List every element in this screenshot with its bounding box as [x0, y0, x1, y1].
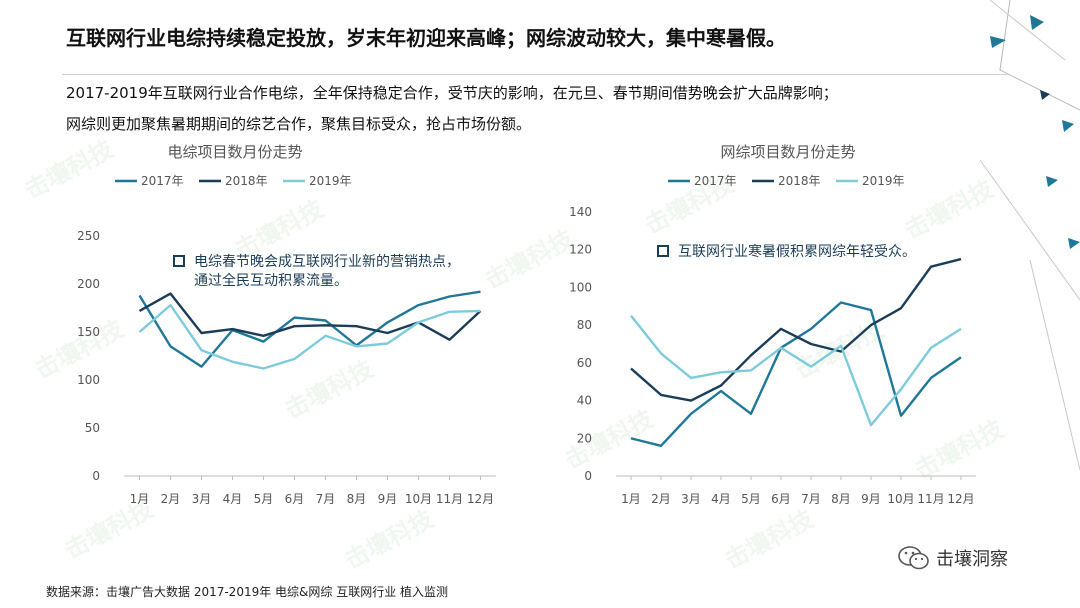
y-tick-label: 100 — [569, 280, 592, 294]
body-text-line-2: 网综则更加聚焦暑期期间的综艺合作，聚焦目标受众，抢占市场份额。 — [66, 115, 532, 133]
x-tick-label: 6月 — [285, 492, 305, 506]
y-tick-label: 140 — [569, 205, 592, 219]
x-tick-label: 8月 — [831, 492, 851, 506]
legend-label-2017: 2017年 — [694, 174, 737, 188]
x-tick-label: 10月 — [405, 492, 432, 506]
x-tick-label: 3月 — [681, 492, 701, 506]
y-tick-label: 50 — [85, 421, 100, 435]
y-tick-label: 80 — [577, 318, 592, 332]
series-line-2017 — [138, 290, 481, 368]
y-tick-label: 0 — [584, 469, 592, 483]
x-tick-label: 7月 — [316, 492, 336, 506]
x-tick-label: 2月 — [161, 492, 181, 506]
divider — [62, 74, 1007, 75]
series-line-2018 — [630, 257, 962, 402]
y-tick-label: 150 — [77, 325, 100, 339]
y-tick-label: 120 — [569, 243, 592, 257]
legend-label-2018: 2018年 — [778, 174, 821, 188]
chart-tv-variety-monthly: 电综项目数月份走势 2017年 2018年 2019年 0 50 100 150 200 250 1… — [77, 143, 496, 506]
annotation-text: 电综春节晚会成互联网行业新的营销热点， — [194, 254, 460, 270]
x-tick-label: 9月 — [378, 492, 398, 506]
x-tick-label: 1月 — [621, 492, 641, 506]
y-tick-label: 0 — [92, 469, 100, 483]
annotation-text: 通过全民互动积累流量。 — [194, 272, 348, 289]
x-tick-label: 11月 — [436, 492, 463, 506]
legend-label-2019: 2019年 — [862, 174, 905, 188]
x-tick-label: 6月 — [771, 492, 791, 506]
annotation-marker — [657, 245, 669, 257]
x-tick-label: 4月 — [223, 492, 243, 506]
x-tick-label: 12月 — [467, 492, 494, 506]
y-tick-label: 60 — [577, 356, 592, 370]
x-tick-label: 2月 — [651, 492, 671, 506]
legend-label-2017: 2017年 — [141, 174, 184, 188]
x-tick-label: 5月 — [254, 492, 274, 506]
x-tick-label: 4月 — [711, 492, 731, 506]
series-line-2018 — [138, 292, 482, 341]
x-tick-label: 3月 — [192, 492, 212, 506]
wechat-account: 击壤洞察 — [898, 545, 1008, 571]
wechat-account-label: 击壤洞察 — [936, 549, 1008, 570]
annotation-marker — [173, 255, 185, 267]
x-tick-label: 9月 — [861, 492, 881, 506]
y-tick-label: 200 — [77, 277, 100, 291]
legend-label-2019: 2019年 — [309, 174, 352, 188]
x-tick-label: 12月 — [947, 492, 974, 506]
x-tick-label: 5月 — [741, 492, 761, 506]
series-line-2017 — [630, 301, 962, 447]
chart-title: 网综项目数月份走势 — [720, 143, 855, 161]
legend-label-2018: 2018年 — [225, 174, 268, 188]
wechat-icon — [898, 546, 929, 570]
x-tick-label: 7月 — [801, 492, 821, 506]
headline: 互联网行业电综持续稳定投放，岁末年初迎来高峰；网综波动较大，集中寒暑假。 — [66, 26, 786, 50]
y-tick-label: 20 — [577, 431, 592, 445]
y-tick-label: 100 — [77, 373, 100, 387]
chart-web-variety-monthly: 网综项目数月份走势 2017年 2018年 2019年 0 20 40 60 80 100 120 1… — [569, 143, 976, 506]
x-tick-label: 11月 — [917, 492, 944, 506]
y-tick-label: 250 — [77, 229, 100, 243]
series-line-2019 — [138, 303, 481, 370]
series-line-2019 — [630, 314, 962, 427]
x-tick-label: 1月 — [130, 492, 150, 506]
body-text-line-1: 2017-2019年互联网行业合作电综，全年保持稳定合作，受节庆的影响，在元旦、… — [66, 84, 838, 102]
x-tick-label: 10月 — [887, 492, 914, 506]
annotation-text: 互联网行业寒暑假积累网综年轻受众。 — [678, 243, 916, 260]
data-source-note: 数据来源：击壤广告大数据 2017-2019年 电综&网综 互联网行业 植入监测 — [46, 585, 449, 599]
y-tick-label: 40 — [577, 394, 592, 408]
x-tick-label: 8月 — [347, 492, 367, 506]
chart-title: 电综项目数月份走势 — [167, 143, 302, 161]
